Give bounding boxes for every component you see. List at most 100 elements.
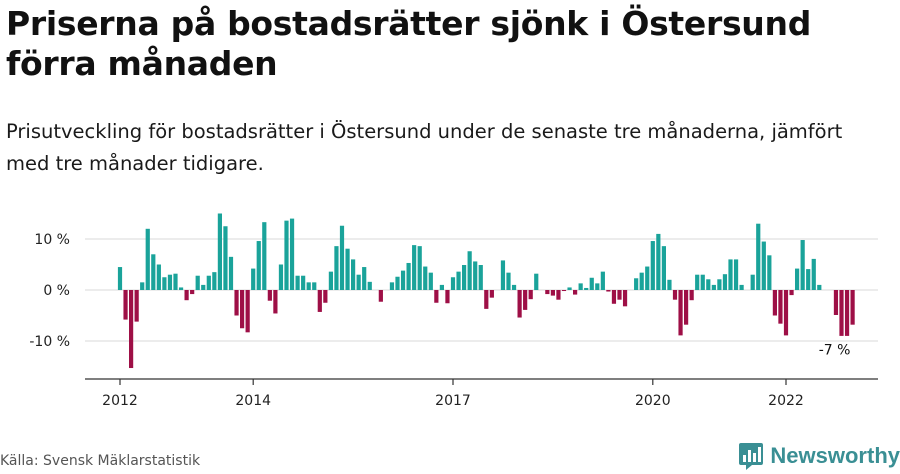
x-tick-label: 2020	[635, 393, 671, 409]
bar	[839, 290, 844, 336]
bar	[412, 245, 417, 290]
bar	[550, 290, 555, 296]
bar	[334, 246, 339, 290]
bar	[289, 218, 295, 290]
bar	[778, 290, 783, 324]
bar	[556, 290, 561, 300]
bar	[278, 264, 284, 290]
bar	[534, 273, 539, 290]
bar	[395, 276, 400, 290]
brand-logo: Newsworthy	[738, 439, 900, 473]
bar	[400, 270, 406, 290]
bar	[850, 290, 855, 325]
bar	[445, 290, 450, 304]
bar	[750, 274, 755, 290]
bar	[667, 279, 672, 290]
y-tick-label: 0 %	[43, 283, 70, 299]
last-value-annotation: -7 %	[819, 343, 851, 359]
bar	[428, 272, 433, 290]
bar	[162, 277, 167, 290]
bar	[467, 251, 472, 290]
bar	[145, 228, 150, 290]
bar	[423, 266, 428, 290]
bar-chart: 10 % 0 % -10 % 2012 2014 2017 2020 2022 -7 %	[29, 213, 878, 409]
bar	[528, 290, 533, 300]
x-axis	[85, 378, 878, 385]
bar	[156, 264, 161, 290]
bar	[273, 290, 278, 314]
bar	[262, 222, 267, 290]
y-tick-label: 10 %	[34, 232, 70, 248]
bar	[517, 290, 522, 318]
bar	[500, 260, 506, 290]
bar	[733, 259, 739, 290]
bar	[573, 290, 578, 295]
bar	[800, 240, 805, 290]
bar	[173, 273, 178, 290]
bar	[201, 284, 206, 290]
bar	[295, 275, 300, 290]
bar	[256, 241, 261, 290]
bar	[339, 225, 345, 290]
bar	[140, 282, 145, 290]
bar	[595, 283, 600, 290]
bar	[695, 274, 700, 290]
bar	[567, 287, 572, 290]
bar	[639, 272, 644, 290]
bar	[217, 213, 222, 290]
bar	[456, 271, 461, 290]
bar	[634, 278, 639, 290]
bar	[672, 290, 678, 300]
bar	[706, 279, 711, 290]
bar	[795, 268, 800, 290]
bar	[362, 267, 367, 290]
bar	[345, 248, 350, 290]
y-tick-label: -10 %	[29, 334, 70, 350]
bar	[561, 290, 567, 292]
bar	[389, 282, 395, 290]
bar	[622, 290, 628, 307]
bar	[240, 290, 245, 329]
bar	[678, 290, 683, 336]
bar	[700, 274, 705, 290]
bar	[406, 262, 411, 290]
bar	[645, 266, 650, 290]
bar	[167, 274, 173, 290]
bar	[356, 274, 361, 290]
bar	[772, 290, 777, 316]
brand-name: Newsworthy	[770, 443, 900, 468]
bar	[267, 290, 272, 301]
bar	[545, 290, 550, 295]
bar	[245, 290, 250, 333]
bar	[478, 265, 483, 290]
bar	[589, 277, 594, 290]
bar	[367, 281, 372, 290]
bar	[323, 290, 328, 303]
bar	[234, 290, 239, 316]
bars	[117, 213, 855, 369]
bar	[123, 290, 128, 320]
tick-labels: 10 % 0 % -10 % 2012 2014 2017 2020 2022 -7 %	[29, 232, 850, 409]
bar	[378, 290, 383, 302]
bar	[434, 290, 439, 303]
bar	[617, 290, 622, 300]
bar	[611, 290, 617, 304]
bar	[650, 241, 655, 290]
bar	[206, 275, 211, 290]
bar	[584, 287, 589, 290]
bar	[817, 284, 822, 290]
bar	[833, 290, 839, 315]
bar	[190, 290, 195, 295]
x-tick-label: 2022	[768, 393, 804, 409]
bar	[578, 283, 583, 290]
bar	[301, 275, 306, 290]
bar	[783, 290, 789, 336]
bar	[739, 284, 744, 290]
bar	[284, 220, 289, 290]
bar	[129, 290, 134, 369]
bar	[473, 261, 478, 290]
chart-subtitle: Prisutveckling för bostadsrätter i Öster…	[6, 120, 843, 175]
bar	[600, 271, 605, 290]
bar	[711, 284, 716, 290]
bar	[761, 241, 766, 290]
